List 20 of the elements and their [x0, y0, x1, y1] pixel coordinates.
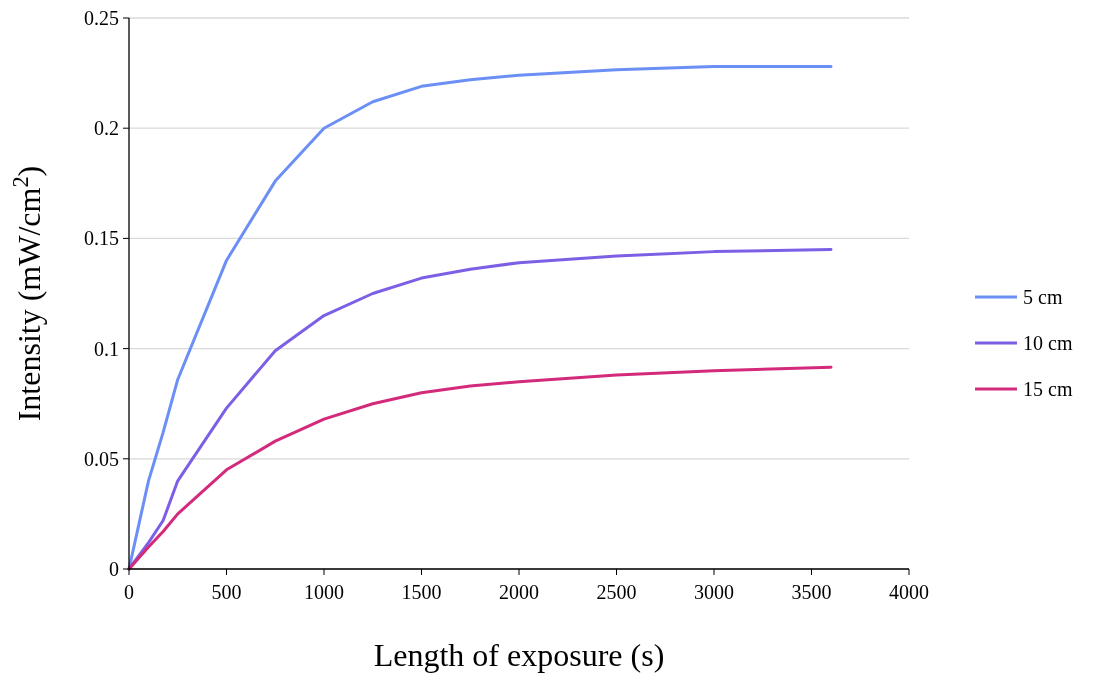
- x-tick-label: 2500: [596, 581, 637, 603]
- y-tick-label: 0.2: [94, 117, 119, 140]
- x-tick-label: 1500: [401, 581, 442, 603]
- y-tick-label: 0.1: [94, 337, 119, 360]
- x-tick-label: 2000: [499, 581, 539, 603]
- line-series: [127, 365, 833, 571]
- x-tick-label: 4000: [889, 581, 929, 603]
- y-tick-label: 0: [109, 558, 119, 580]
- y-tick-label: 0.05: [84, 447, 119, 470]
- legend-label: 15 cm: [1023, 378, 1073, 400]
- x-tick-label: 500: [211, 581, 242, 603]
- x-tick-label: 0: [124, 581, 134, 603]
- x-tick-label: 3500: [791, 581, 832, 603]
- legend-label: 10 cm: [1023, 332, 1073, 354]
- y-tick-label: 0.15: [84, 227, 119, 250]
- x-tick-label: 1000: [304, 581, 344, 603]
- legend-label: 5 cm: [1023, 286, 1063, 308]
- x-axis-title: Length of exposure (s): [373, 637, 665, 673]
- y-tick-label: 0.25: [84, 7, 119, 29]
- x-tick-label: 3000: [694, 581, 734, 603]
